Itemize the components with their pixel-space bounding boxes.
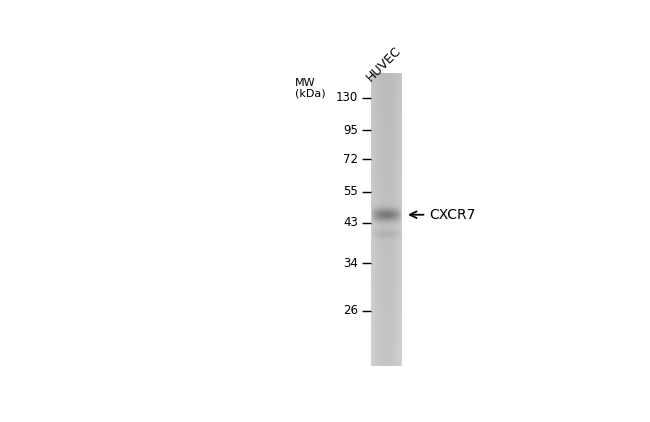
Text: CXCR7: CXCR7 (429, 208, 475, 222)
Text: 72: 72 (343, 153, 358, 166)
Text: 34: 34 (343, 257, 358, 270)
Text: (kDa): (kDa) (295, 88, 326, 98)
Text: 43: 43 (343, 216, 358, 230)
Text: 26: 26 (343, 304, 358, 317)
Text: 55: 55 (344, 186, 358, 198)
Text: MW: MW (295, 78, 316, 88)
Text: HUVEC: HUVEC (364, 44, 404, 84)
Text: 95: 95 (343, 124, 358, 137)
Text: 130: 130 (336, 91, 358, 104)
